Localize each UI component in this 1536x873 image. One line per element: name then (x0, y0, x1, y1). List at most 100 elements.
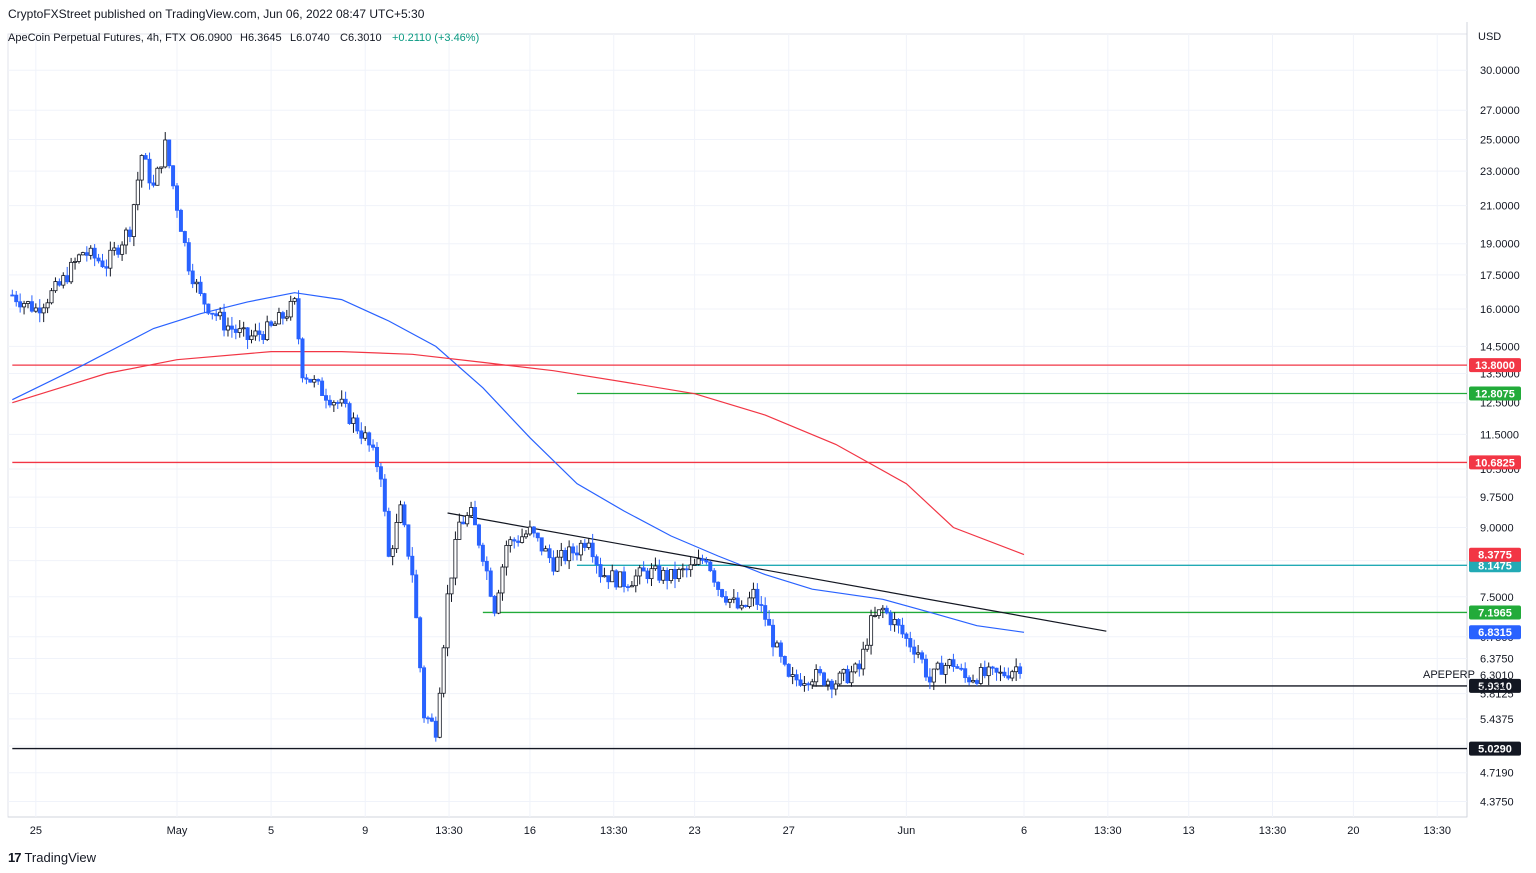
candle (390, 545, 395, 566)
plot-frame (7, 33, 1468, 818)
candle (641, 561, 646, 572)
candle (959, 663, 964, 672)
candle (869, 609, 874, 655)
candle (335, 400, 340, 409)
candle (794, 669, 799, 687)
candle (633, 569, 638, 593)
candle (300, 337, 305, 383)
horizontal-levels (12, 364, 1467, 750)
candle (296, 290, 301, 345)
candle (751, 582, 756, 607)
candle (939, 655, 944, 675)
candle (53, 277, 58, 293)
candle (241, 321, 246, 337)
candle (222, 303, 227, 337)
candle (594, 554, 599, 574)
trendline-group (447, 512, 1107, 632)
y-tick-label: 21.0000 (1480, 201, 1520, 213)
candle (229, 316, 234, 338)
candle (735, 592, 740, 610)
x-tick-label: 13:30 (1259, 825, 1287, 837)
candle (406, 524, 411, 560)
candle (57, 278, 62, 287)
price-chart[interactable]: 30.0000 27.0000 25.0000 23.0000 21.0000 19.00… (0, 22, 1536, 842)
candle (116, 244, 121, 258)
candle (900, 617, 905, 638)
candle (637, 564, 642, 585)
candle (480, 542, 485, 567)
candle (288, 295, 293, 321)
candle (461, 516, 466, 525)
candle (978, 663, 983, 686)
candle (829, 679, 834, 699)
candle (18, 293, 23, 313)
candle (492, 594, 497, 617)
candle (210, 312, 215, 320)
price-axis: 30.0000 27.0000 25.0000 23.0000 21.0000 19.00… (1469, 65, 1521, 808)
candle (661, 567, 666, 584)
candle (398, 500, 403, 524)
candle (88, 245, 93, 260)
candle (386, 507, 391, 558)
candle (653, 557, 658, 571)
candle (476, 523, 481, 549)
candle (739, 600, 744, 611)
level-tag-label: 8.1475 (1478, 560, 1512, 572)
candle (876, 609, 881, 619)
candle (14, 290, 19, 307)
ohlc-close: C6.3010 (340, 32, 382, 44)
candle (488, 567, 493, 598)
candle (343, 391, 348, 408)
candle (974, 678, 979, 687)
candle (378, 463, 383, 488)
candle (582, 539, 587, 552)
candle (845, 665, 850, 684)
candle (280, 310, 285, 325)
candle (539, 537, 544, 556)
tradingview-wordmark: TradingView (24, 850, 97, 865)
ohlc-open: O6.0900 (190, 32, 232, 44)
tradingview-logo[interactable]: 17 TradingView (8, 850, 96, 865)
candle (625, 584, 630, 592)
candle (425, 715, 430, 724)
level-tag (1469, 678, 1521, 693)
candle (774, 640, 779, 648)
candle (1002, 667, 1007, 678)
candle (614, 569, 619, 590)
candle (422, 665, 427, 723)
y-tick-label: 23.0000 (1480, 166, 1520, 178)
price-tag-label: 8.3775 (1478, 550, 1512, 562)
candle (986, 662, 991, 686)
candle (190, 263, 195, 289)
x-tick-label: 20 (1347, 825, 1359, 837)
x-tick-label: 13:30 (1094, 825, 1122, 837)
candle (500, 564, 505, 601)
candle (363, 426, 368, 441)
candle (163, 132, 168, 169)
trendline[interactable] (447, 512, 1107, 632)
candle (818, 666, 823, 676)
candle (139, 154, 144, 188)
candle (716, 581, 721, 597)
price-tag (1469, 625, 1521, 640)
price-tag-label: 6.8315 (1478, 627, 1512, 639)
candle (810, 678, 815, 689)
candle (841, 668, 846, 682)
candle (269, 320, 274, 328)
candle (49, 288, 54, 305)
candle (665, 567, 670, 590)
candle (610, 564, 615, 583)
ohlc-change: +0.2110 (+3.46%) (392, 32, 479, 44)
y-tick-label: 9.0000 (1480, 523, 1514, 535)
candle (445, 584, 450, 657)
candle (543, 545, 548, 552)
level-tag-label: 13.8000 (1475, 360, 1515, 372)
candle (676, 567, 681, 582)
candle (457, 513, 462, 540)
y-tick-label: 12.5000 (1480, 398, 1520, 410)
y-tick-label: 4.3750 (1480, 796, 1514, 808)
candle (563, 547, 568, 565)
candle (394, 513, 399, 553)
candle (547, 544, 552, 563)
candle (261, 330, 266, 345)
